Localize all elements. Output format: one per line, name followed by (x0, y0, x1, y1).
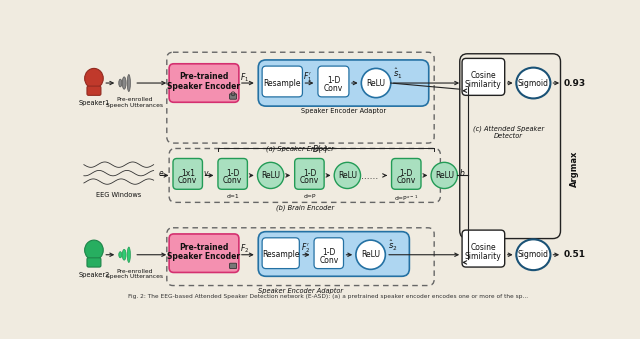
Text: Sigmoid: Sigmoid (518, 79, 549, 87)
Text: e: e (159, 168, 164, 178)
Ellipse shape (84, 240, 103, 260)
Text: Conv: Conv (178, 176, 197, 185)
FancyBboxPatch shape (259, 232, 410, 276)
Text: $\hat{s}_2$: $\hat{s}_2$ (388, 238, 397, 253)
FancyBboxPatch shape (87, 258, 101, 267)
Text: ReLU: ReLU (367, 79, 385, 87)
Text: EEG Windows: EEG Windows (96, 192, 141, 198)
Text: Speaker Encoder: Speaker Encoder (168, 252, 241, 261)
Text: d=P$^{x-1}$: d=P$^{x-1}$ (394, 194, 419, 203)
Ellipse shape (334, 162, 360, 188)
FancyBboxPatch shape (462, 230, 505, 267)
Text: ......: ...... (362, 173, 379, 181)
Text: (a) Speaker Encoder: (a) Speaker Encoder (266, 145, 334, 152)
Text: Pre-trained: Pre-trained (179, 72, 228, 81)
FancyBboxPatch shape (218, 159, 248, 189)
Text: Conv: Conv (397, 176, 416, 185)
FancyBboxPatch shape (462, 58, 505, 95)
Text: Pre-enrolled
Speech Utterances: Pre-enrolled Speech Utterances (106, 97, 163, 108)
Ellipse shape (431, 162, 458, 188)
Text: Speaker Encoder: Speaker Encoder (168, 82, 241, 91)
Text: Sigmoid: Sigmoid (518, 250, 549, 259)
FancyBboxPatch shape (262, 238, 300, 268)
Text: Pre-trained: Pre-trained (179, 242, 228, 252)
Text: d=1: d=1 (227, 194, 239, 199)
Ellipse shape (127, 75, 131, 92)
Ellipse shape (362, 68, 391, 98)
Text: Similarity: Similarity (465, 80, 501, 89)
Text: Conv: Conv (223, 176, 243, 185)
Text: Speaker2: Speaker2 (78, 272, 109, 278)
Text: Argmax: Argmax (570, 151, 579, 187)
Text: Resample: Resample (262, 250, 300, 259)
Text: 0.93: 0.93 (564, 79, 586, 87)
FancyBboxPatch shape (314, 238, 344, 268)
Text: Pre-enrolled
Speech Utterances: Pre-enrolled Speech Utterances (106, 268, 163, 279)
Ellipse shape (122, 77, 126, 89)
Text: 1-D: 1-D (322, 248, 335, 257)
Text: 1-D: 1-D (303, 168, 316, 178)
Text: (b) Brain Encoder: (b) Brain Encoder (276, 205, 334, 211)
Text: $F_1'$: $F_1'$ (303, 71, 312, 84)
FancyBboxPatch shape (259, 60, 429, 106)
Text: 1-D: 1-D (226, 168, 239, 178)
Text: Resample: Resample (264, 79, 301, 87)
FancyBboxPatch shape (169, 234, 239, 273)
Text: Conv: Conv (324, 84, 343, 93)
Ellipse shape (257, 162, 284, 188)
Text: (c) Attended Speaker
Detector: (c) Attended Speaker Detector (473, 125, 544, 139)
Text: ReLU: ReLU (435, 171, 454, 180)
FancyBboxPatch shape (173, 159, 202, 189)
Text: 0.51: 0.51 (564, 250, 586, 259)
Ellipse shape (356, 240, 385, 270)
Text: Cosine: Cosine (470, 71, 496, 80)
FancyBboxPatch shape (318, 66, 349, 97)
Text: Conv: Conv (319, 256, 339, 265)
Ellipse shape (84, 68, 103, 88)
FancyBboxPatch shape (169, 64, 239, 102)
Text: 1-D: 1-D (399, 168, 413, 178)
Text: d=P: d=P (303, 194, 316, 199)
FancyBboxPatch shape (392, 159, 421, 189)
Ellipse shape (127, 247, 131, 262)
Ellipse shape (516, 239, 550, 270)
Text: $F_2'$: $F_2'$ (301, 242, 310, 255)
FancyBboxPatch shape (262, 66, 303, 97)
FancyBboxPatch shape (230, 263, 237, 268)
Text: Fig. 2: The EEG-based Attended Speaker Detection network (E-ASD): (a) a pretrain: Fig. 2: The EEG-based Attended Speaker D… (128, 294, 528, 299)
Text: Speaker Encoder Adaptor: Speaker Encoder Adaptor (301, 108, 386, 115)
Text: $F_2$: $F_2$ (239, 242, 249, 255)
Text: Similarity: Similarity (465, 252, 501, 261)
FancyBboxPatch shape (87, 86, 101, 95)
Text: b: b (460, 168, 465, 178)
Ellipse shape (516, 67, 550, 98)
Ellipse shape (119, 252, 122, 258)
Text: $D(\cdot)$: $D(\cdot)$ (312, 143, 328, 155)
Text: 1x1: 1x1 (180, 168, 195, 178)
Ellipse shape (119, 79, 122, 87)
Text: ReLU: ReLU (261, 171, 280, 180)
Text: Cosine: Cosine (470, 242, 496, 252)
Text: Conv: Conv (300, 176, 319, 185)
Text: Speaker1: Speaker1 (78, 100, 109, 106)
Text: $\hat{s}_1$: $\hat{s}_1$ (393, 67, 403, 81)
FancyBboxPatch shape (230, 94, 237, 99)
Text: $F_1$: $F_1$ (239, 72, 249, 84)
FancyBboxPatch shape (294, 159, 324, 189)
Ellipse shape (122, 250, 126, 260)
Text: ReLU: ReLU (361, 250, 380, 259)
Text: ReLU: ReLU (338, 171, 357, 180)
Text: Speaker Encoder Adaptor: Speaker Encoder Adaptor (257, 288, 342, 294)
Text: v: v (204, 168, 208, 178)
Text: 1-D: 1-D (327, 76, 340, 85)
